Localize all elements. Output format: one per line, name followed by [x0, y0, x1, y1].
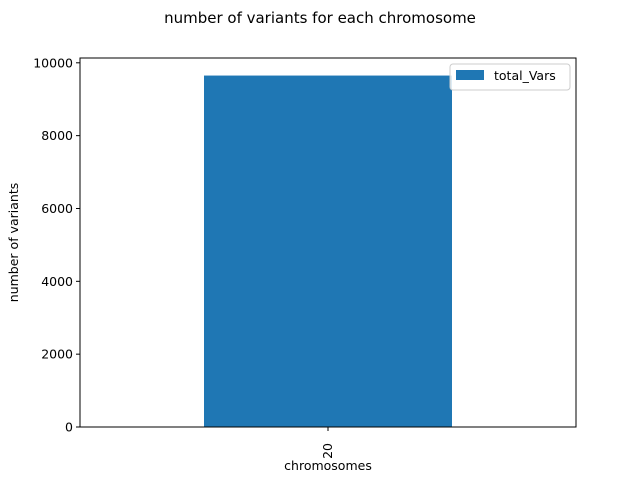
x-tick-label: 20 [320, 443, 335, 459]
x-axis-label: chromosomes [284, 458, 372, 473]
bars-layer [204, 75, 452, 428]
legend: total_Vars [449, 63, 571, 91]
y-tick-label: 4000 [41, 274, 73, 289]
y-tick-label: 10000 [33, 55, 73, 70]
y-tick-label: 8000 [41, 128, 73, 143]
y-tick-label: 0 [65, 420, 73, 435]
x-axis: 20 [320, 427, 335, 459]
legend-swatch [456, 70, 484, 80]
bar-20 [204, 75, 452, 428]
y-axis-label: number of variants [6, 183, 21, 302]
y-tick-label: 6000 [41, 201, 73, 216]
y-tick-label: 2000 [41, 347, 73, 362]
chart-title: number of variants for each chromosome [164, 9, 476, 27]
y-axis: 0 2000 4000 6000 8000 10000 [33, 55, 80, 435]
legend-label: total_Vars [494, 68, 556, 83]
